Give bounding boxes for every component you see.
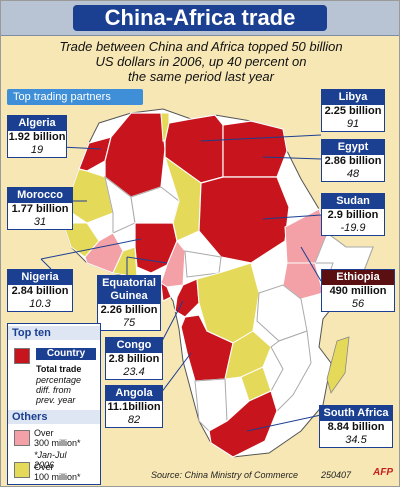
legend-others-heading: Others — [8, 410, 100, 424]
callout-value: 11.1billion — [107, 401, 161, 413]
title-box: China-Africa trade — [73, 5, 327, 31]
callout-country: Algeria — [8, 116, 66, 131]
legend-country-label: Country — [36, 348, 96, 360]
top-partners-label: Top trading partners — [7, 89, 143, 105]
madagascar — [326, 336, 350, 394]
country-nigeria — [134, 222, 178, 274]
callout-country: Congo — [106, 338, 162, 353]
callout-value: 1.77 billion — [11, 203, 69, 215]
callout-country: Libya — [322, 90, 384, 105]
legend-over-100: Over 100 million* — [34, 462, 98, 482]
country-egypt — [222, 120, 288, 178]
callout-change: 91 — [346, 118, 360, 130]
callout-nigeria: Nigeria 2.84 billion 10.3 — [7, 269, 73, 312]
callout-libya: Libya 2.25 billion 91 — [321, 89, 385, 132]
callout-country: Angola — [106, 386, 162, 401]
country-morocco — [78, 136, 112, 172]
subtitle-line: Trade between China and Africa topped 50… — [59, 39, 343, 54]
legend-over-100-line: 100 million* — [34, 472, 81, 482]
legend-over-100-line: Over — [34, 462, 54, 472]
callout-value: 490 million — [329, 285, 387, 297]
legend-total-trade: Total trade — [36, 364, 98, 374]
subtitle: Trade between China and Africa topped 50… — [21, 39, 381, 84]
country-sudan — [198, 176, 290, 264]
callout-country: Nigeria — [8, 270, 72, 285]
legend-total-trade-label: Total trade — [36, 364, 82, 374]
callout-egypt: Egypt 2.86 billion 48 — [321, 139, 385, 182]
callout-value: 2.86 billion — [324, 155, 382, 167]
callout-equatorial-guinea: Equatorial Guinea 2.26 billion 75 — [97, 275, 161, 331]
callout-country: Ethiopia — [322, 270, 394, 285]
legend-footnote-line: *Jan-Jul — [34, 450, 67, 460]
callout-value: 2.9 billion — [327, 209, 379, 221]
callout-change: 48 — [346, 168, 360, 180]
leader-lines — [40, 134, 322, 432]
callout-value: 2.25 billion — [324, 105, 382, 117]
legend-over-300: Over 300 million* — [34, 428, 98, 448]
callout-country: Sudan — [322, 194, 384, 209]
subtitle-line: the same period last year — [128, 69, 274, 84]
legend-over-300-line: Over — [34, 428, 54, 438]
callout-change: 34.5 — [345, 434, 367, 446]
source-credit: Source: China Ministry of Commerce — [151, 470, 299, 480]
legend-over-300-swatch — [14, 430, 30, 446]
country-south-africa — [208, 390, 278, 458]
legend-footnote-line: 2006 — [34, 460, 55, 470]
callout-congo: Congo 2.8 billion 23.4 — [105, 337, 163, 380]
callout-morocco: Morocco 1.77 billion 31 — [7, 187, 73, 230]
callout-country: South Africa — [320, 406, 392, 421]
callout-value: 8.84 billion — [327, 421, 385, 433]
legend-top-ten-swatch — [14, 348, 30, 364]
afp-logo: AFP — [373, 467, 393, 478]
legend-pct-line: percentage — [36, 375, 82, 385]
callout-country: Morocco — [8, 188, 72, 203]
legend-pct-note: percentage diff. from prev. year — [36, 375, 98, 405]
legend-top-ten-heading: Top ten — [8, 326, 100, 340]
title-banner: China-Africa trade — [1, 1, 399, 36]
country-mali — [104, 175, 136, 234]
graphic-code: 250407 — [321, 470, 352, 480]
callout-change: 56 — [351, 298, 365, 310]
callout-change: -19.9 — [340, 222, 366, 234]
legend-over-300-line: 300 million* — [34, 438, 81, 448]
subtitle-line: US dollars in 2006, up 40 percent on — [95, 54, 307, 69]
callout-south-africa: South Africa 8.84 billion 34.5 — [319, 405, 393, 448]
legend-pct-line: diff. from — [36, 385, 72, 395]
callout-change: 10.3 — [29, 298, 51, 310]
callout-change: 31 — [33, 216, 47, 228]
callout-value: 2.84 billion — [11, 285, 69, 297]
callout-country: Equatorial Guinea — [98, 276, 160, 304]
legend-over-100-swatch — [14, 462, 30, 478]
callout-value: 1.92 billion — [8, 131, 66, 143]
callout-ethiopia: Ethiopia 490 million 56 — [321, 269, 395, 312]
page-title: China-Africa trade — [104, 5, 296, 30]
callout-change: 19 — [30, 144, 44, 156]
callout-change: 82 — [127, 414, 141, 426]
callout-change: 75 — [122, 317, 136, 329]
legend-pct-line: prev. year — [36, 395, 76, 405]
callout-change: 23.4 — [123, 366, 145, 378]
callout-value: 2.26 billion — [100, 304, 158, 316]
callout-angola: Angola 11.1billion 82 — [105, 385, 163, 428]
callout-sudan: Sudan 2.9 billion -19.9 — [321, 193, 385, 236]
legend-footnote: *Jan-Jul 2006 — [34, 450, 98, 470]
callout-value: 2.8 billion — [108, 353, 160, 365]
callout-algeria: Algeria 1.92 billion 19 — [7, 115, 67, 158]
country-equatorial-guinea — [160, 281, 172, 302]
legend: Top ten Country Total trade percentage d… — [7, 323, 101, 485]
callout-country: Egypt — [322, 140, 384, 155]
